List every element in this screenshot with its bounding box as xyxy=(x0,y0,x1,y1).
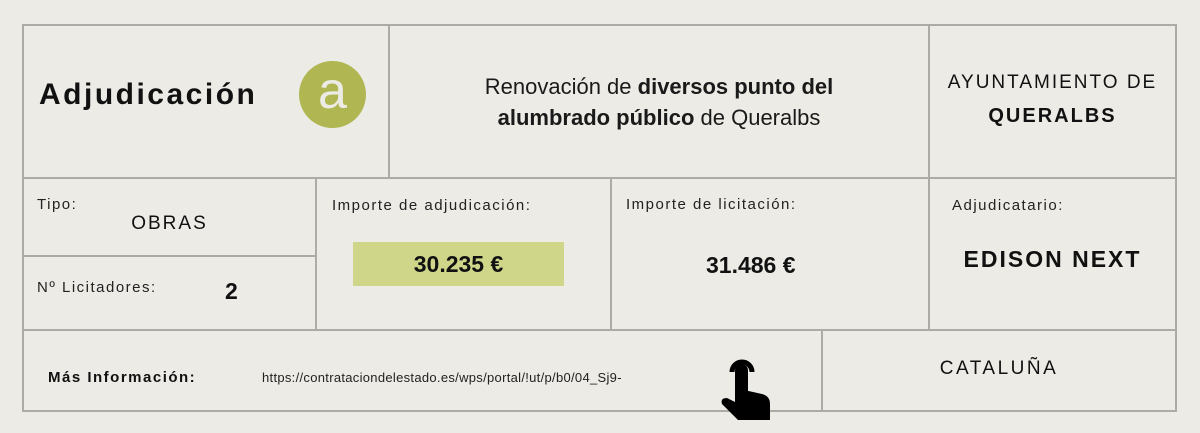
entity-prefix: AYUNTAMIENTO DE xyxy=(947,72,1158,93)
pointing-hand-icon[interactable] xyxy=(718,348,774,422)
title-part: de Queralbs xyxy=(694,105,821,130)
licitadores-label: Nº Licitadores: xyxy=(37,279,157,296)
title-part: alumbrado público xyxy=(497,105,695,130)
project-title: Renovación de diversos punto del alumbra… xyxy=(390,71,928,133)
divider xyxy=(22,255,315,257)
more-info-link[interactable]: https://contrataciondelestado.es/wps/por… xyxy=(262,370,622,385)
divider xyxy=(315,177,317,329)
divider xyxy=(22,177,1177,179)
divider xyxy=(928,24,930,329)
adjudicatario-value: EDISON NEXT xyxy=(963,246,1142,272)
region: CATALUÑA xyxy=(939,358,1059,379)
divider xyxy=(22,329,1177,331)
divider xyxy=(388,24,390,177)
adjudicacion-label: Importe de adjudicación: xyxy=(332,197,532,214)
divider xyxy=(610,177,612,329)
licitacion-label: Importe de licitación: xyxy=(626,196,797,213)
divider xyxy=(821,329,823,411)
tipo-label: Tipo: xyxy=(37,196,78,213)
adjudicatario-label: Adjudicatario: xyxy=(952,197,1064,214)
divider xyxy=(22,24,1177,26)
more-info-label: Más Información: xyxy=(48,369,197,386)
title-part: Renovación de xyxy=(484,74,638,99)
entity-name: QUERALBS xyxy=(988,105,1117,127)
adjudicacion-value: 30.235 € xyxy=(353,242,564,286)
title-part: diversos punto del xyxy=(637,74,834,99)
page-title: Adjudicación xyxy=(39,78,258,111)
tipo-value: OBRAS xyxy=(131,213,208,234)
licitacion-value: 31.486 € xyxy=(706,252,796,278)
divider xyxy=(22,410,1177,412)
divider xyxy=(1175,24,1177,411)
licitadores-value: 2 xyxy=(225,278,238,304)
adjudicacion-badge-icon: a xyxy=(299,61,366,128)
divider xyxy=(22,24,24,411)
